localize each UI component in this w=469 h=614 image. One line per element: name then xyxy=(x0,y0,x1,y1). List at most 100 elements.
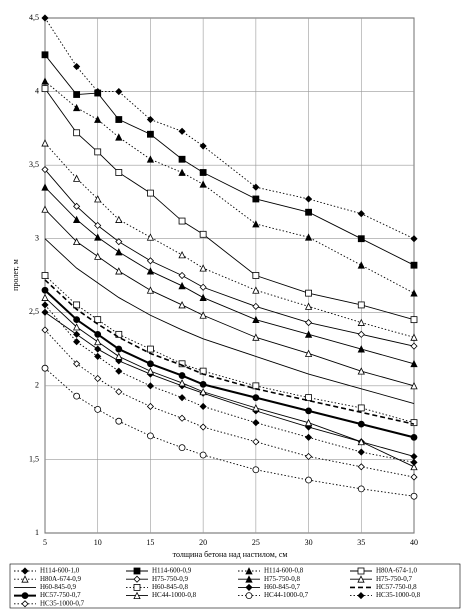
legend-label: НС57-750-0,8 xyxy=(376,583,417,591)
marker xyxy=(178,168,186,176)
marker xyxy=(252,315,260,324)
marker xyxy=(94,330,102,338)
marker xyxy=(305,319,313,327)
marker xyxy=(305,208,312,216)
marker xyxy=(146,115,154,124)
marker xyxy=(146,257,154,265)
marker xyxy=(73,301,81,309)
legend-box xyxy=(9,563,461,609)
series xyxy=(41,326,418,481)
legend-label: НС57-750-0,7 xyxy=(40,591,81,599)
marker xyxy=(178,281,186,290)
marker xyxy=(410,492,418,500)
marker xyxy=(178,301,186,309)
marker xyxy=(357,448,365,456)
marker xyxy=(133,591,141,599)
legend-label: Н80А-674-0,9 xyxy=(40,575,82,583)
legend-item: НС35-1000-0,8 xyxy=(350,591,421,599)
legend-item: Н75-750-0,9 xyxy=(126,575,188,583)
marker xyxy=(115,352,123,360)
legend-label: Н60-845-0,8 xyxy=(152,583,188,591)
marker xyxy=(410,462,418,471)
x-tick-label: 15 xyxy=(146,538,154,547)
legend-label: НС44-1000-0,8 xyxy=(152,591,197,599)
legend-label: Н75-750-0,9 xyxy=(152,575,188,583)
marker xyxy=(357,437,365,446)
marker xyxy=(245,567,253,575)
marker xyxy=(199,169,207,176)
y-tick-label: 4,5 xyxy=(29,13,39,22)
marker xyxy=(410,458,418,466)
marker xyxy=(94,148,102,156)
marker xyxy=(146,367,155,375)
legend-item: НС57-750-0,7 xyxy=(14,591,81,599)
marker xyxy=(252,382,260,390)
marker xyxy=(410,235,418,243)
marker xyxy=(410,342,418,350)
marker xyxy=(41,205,49,213)
series xyxy=(41,165,418,350)
series-line xyxy=(44,275,415,424)
marker xyxy=(147,189,154,197)
legend-item: Н75-750-0,8 xyxy=(238,575,300,583)
x-tick-label: 40 xyxy=(410,538,418,547)
marker xyxy=(94,195,102,203)
marker xyxy=(133,584,141,591)
marker xyxy=(252,183,260,191)
marker xyxy=(252,466,260,474)
legend-item: НС44-1000-0,8 xyxy=(126,591,197,599)
marker xyxy=(146,233,155,241)
marker xyxy=(115,215,123,223)
marker xyxy=(357,420,365,428)
marker xyxy=(305,476,312,484)
marker xyxy=(410,452,418,461)
marker xyxy=(357,404,365,412)
marker xyxy=(115,88,123,96)
legend-label: Н60-845-0,7 xyxy=(264,583,300,591)
legend-label: Н114-600-1,0 xyxy=(40,567,80,575)
marker xyxy=(41,293,49,301)
marker xyxy=(41,364,49,372)
marker xyxy=(199,451,207,459)
marker xyxy=(146,286,155,294)
legend-label: Н114-600-0,9 xyxy=(152,567,192,575)
marker xyxy=(115,248,123,256)
marker xyxy=(357,261,365,269)
series xyxy=(41,139,418,341)
marker xyxy=(199,311,207,319)
marker xyxy=(304,302,313,310)
marker xyxy=(41,139,49,147)
marker xyxy=(305,195,313,203)
marker xyxy=(146,155,155,163)
marker xyxy=(72,174,81,182)
y-tick-label: 2 xyxy=(35,381,39,390)
marker xyxy=(94,405,102,413)
marker xyxy=(178,414,186,422)
marker xyxy=(199,283,207,291)
marker xyxy=(252,419,260,427)
marker xyxy=(252,272,260,279)
marker xyxy=(147,360,154,368)
legend-label: Н75-750-0,7 xyxy=(376,575,412,583)
marker xyxy=(94,316,102,324)
marker xyxy=(252,438,260,446)
marker xyxy=(41,308,49,316)
marker xyxy=(305,289,312,297)
marker xyxy=(252,404,260,412)
legend-label: НС44-1000-0,7 xyxy=(264,591,309,599)
marker xyxy=(115,133,123,141)
x-tick-label: 35 xyxy=(357,538,365,547)
marker xyxy=(115,388,123,396)
marker xyxy=(305,452,313,461)
marker xyxy=(199,230,207,238)
marker xyxy=(304,418,313,427)
marker xyxy=(146,382,154,390)
marker xyxy=(252,195,260,203)
marker xyxy=(357,367,365,375)
marker xyxy=(245,583,253,591)
marker xyxy=(410,289,418,297)
marker xyxy=(357,330,365,338)
series xyxy=(41,14,418,243)
marker xyxy=(133,567,141,575)
series-line xyxy=(44,54,415,266)
